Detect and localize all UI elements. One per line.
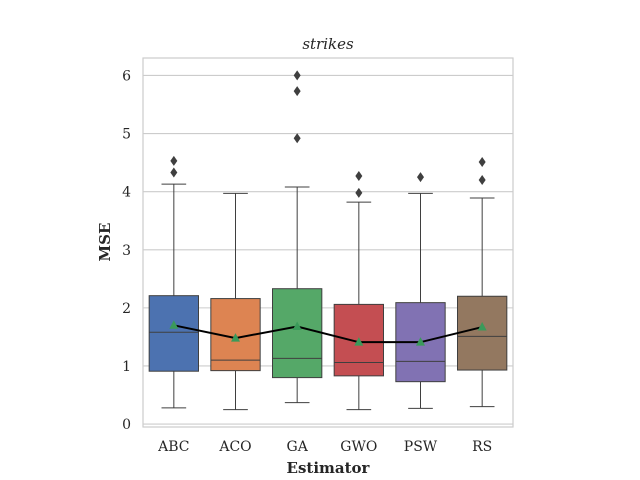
mean-marker [292,321,302,330]
outlier-point [478,175,486,186]
mean-marker [231,333,240,342]
box-gwo [333,170,384,411]
outlier-point [417,172,424,183]
outlier-point [170,155,178,166]
y-tick-label: 5 [122,127,131,143]
plot-frame [142,57,514,428]
x-tick-label: PSW [404,439,438,455]
outlier-point [293,70,301,81]
y-tick-label: 3 [122,243,131,259]
outlier-point [355,170,363,181]
mean-line [173,324,483,344]
y-tick-label: 4 [122,185,131,201]
mean-marker [354,337,364,346]
iqr-box [457,295,508,371]
box-abc [148,155,200,409]
mean-marker [477,322,487,331]
y-tick-label: 1 [122,359,131,375]
x-tick-label: RS [472,439,492,455]
x-tick-labels: ABC ACO GA GWO PSW RS [157,439,492,455]
y-tick-labels: 0 1 2 3 4 5 6 [122,68,131,433]
x-tick-label: ABC [157,439,189,455]
outlier-point [293,86,301,97]
iqr-box [272,288,323,379]
x-axis-label: Estimator [287,459,371,477]
mean-marker [169,320,179,329]
box-rs [457,157,508,408]
mean-marker [416,337,425,346]
y-tick-label: 2 [122,301,131,317]
outlier-point [478,157,486,168]
y-tick-label: 0 [122,417,131,433]
x-tick-label: GWO [340,439,377,455]
grid-lines [143,74,513,425]
outlier-point [170,167,178,178]
y-tick-label: 6 [122,68,131,84]
mean-line-group [169,320,487,346]
chart-title: strikes [302,35,354,53]
outlier-point [293,133,301,144]
iqr-box [148,295,200,372]
outlier-point [355,187,363,198]
x-tick-label: GA [287,439,309,455]
y-axis-label: MSE [96,223,114,262]
x-tick-label: ACO [218,439,251,455]
